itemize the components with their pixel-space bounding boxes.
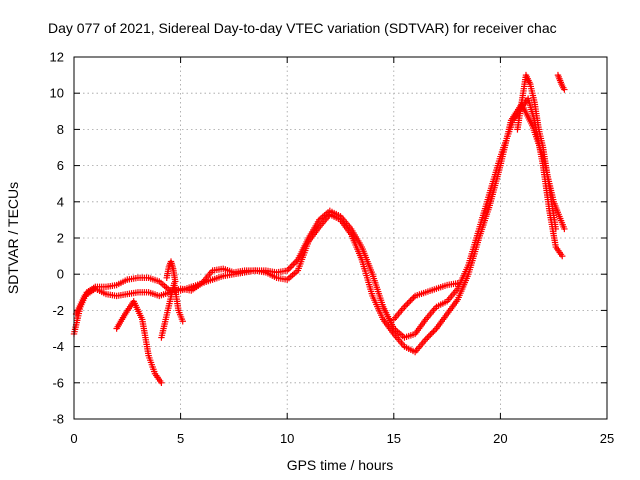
x-axis-label: GPS time / hours bbox=[287, 457, 394, 473]
data-point bbox=[290, 261, 297, 268]
x-tick-labels: 0 5 10 15 20 25 bbox=[70, 431, 614, 446]
x-tick-label: 25 bbox=[600, 431, 614, 446]
data-point bbox=[561, 225, 568, 233]
y-tick-label: -4 bbox=[52, 339, 64, 354]
y-tick-label: 0 bbox=[57, 267, 64, 282]
data-point bbox=[428, 329, 436, 337]
x-tick-label: 0 bbox=[70, 431, 77, 446]
y-tick-label: -6 bbox=[52, 375, 64, 390]
data-point bbox=[552, 225, 560, 233]
y-tick-label: 4 bbox=[57, 194, 64, 209]
data-point bbox=[561, 86, 568, 93]
series-track-alt bbox=[72, 100, 568, 356]
y-tick-label: 12 bbox=[50, 50, 64, 65]
series-branch-4-5h bbox=[158, 280, 186, 341]
x-tick-label: 10 bbox=[280, 431, 294, 446]
data-point bbox=[408, 295, 416, 303]
series-spike-4.5h bbox=[163, 258, 179, 285]
data-point bbox=[427, 331, 434, 338]
data-point bbox=[402, 302, 410, 309]
grid-lines bbox=[74, 57, 607, 419]
y-tick-label: 6 bbox=[57, 158, 64, 173]
chart-title: Day 077 of 2021, Sidereal Day-to-day VTE… bbox=[48, 20, 557, 36]
x-tick-label: 5 bbox=[177, 431, 184, 446]
data-point bbox=[407, 297, 414, 304]
y-tick-label: -2 bbox=[52, 303, 64, 318]
data-point bbox=[430, 328, 437, 335]
data-point bbox=[404, 300, 411, 307]
y-tick-label: 2 bbox=[57, 231, 64, 246]
data-point bbox=[431, 326, 439, 334]
series-branch-16-18h bbox=[390, 280, 461, 323]
plot-frame bbox=[73, 56, 608, 420]
data-point bbox=[454, 280, 461, 287]
y-tick-label: -8 bbox=[52, 412, 64, 427]
data-point bbox=[158, 379, 165, 386]
data-point bbox=[172, 278, 179, 285]
y-tick-labels: -8 -6 -4 -2 0 2 4 6 8 10 12 bbox=[50, 50, 64, 427]
data-point bbox=[287, 264, 294, 271]
data-point bbox=[425, 333, 433, 340]
series-tail-23h bbox=[554, 71, 568, 93]
data-points bbox=[70, 71, 568, 386]
data-point bbox=[288, 262, 295, 270]
y-axis-label: SDTVAR / TECUs bbox=[5, 182, 21, 294]
data-point bbox=[424, 334, 431, 342]
data-point bbox=[291, 259, 299, 267]
y-tick-label: 10 bbox=[50, 86, 64, 101]
data-point bbox=[559, 252, 566, 260]
series-peak-21-22h bbox=[514, 71, 560, 233]
data-point bbox=[179, 318, 186, 325]
x-tick-label: 15 bbox=[387, 431, 401, 446]
x-tick-label: 20 bbox=[493, 431, 507, 446]
data-point bbox=[405, 298, 413, 306]
series-track-main bbox=[70, 95, 566, 341]
series-branch-dip-4h bbox=[113, 298, 165, 386]
y-tick-label: 8 bbox=[57, 122, 64, 137]
